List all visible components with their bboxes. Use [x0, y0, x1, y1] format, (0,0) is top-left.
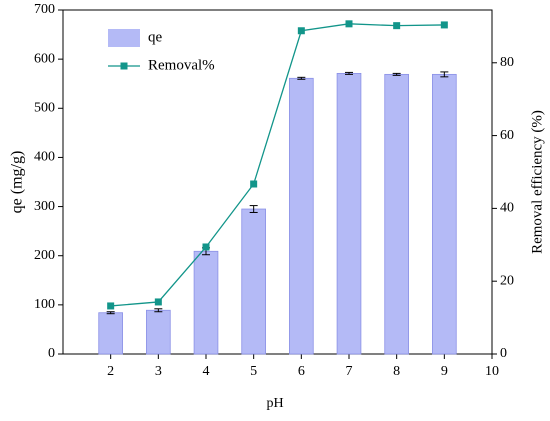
x-axis-label: pH [266, 396, 283, 411]
legend-swatch [108, 29, 140, 47]
x-tick-label: 6 [298, 364, 305, 379]
bar [241, 208, 266, 355]
marker [107, 302, 115, 310]
y2-tick-label: 20 [500, 273, 514, 288]
bar [336, 72, 362, 355]
y-tick-label: 300 [34, 199, 55, 214]
marker [250, 180, 258, 188]
marker [393, 22, 401, 30]
y-tick-label: 200 [34, 248, 55, 263]
x-tick-label: 5 [250, 364, 257, 379]
error-bar [154, 308, 163, 313]
x-tick-label: 10 [485, 364, 499, 379]
bar [384, 73, 409, 355]
y-tick-label: 0 [48, 346, 55, 361]
bar [193, 250, 219, 355]
error-bar [249, 205, 258, 213]
y-tick-label: 700 [34, 2, 55, 17]
y-tick-label: 400 [34, 150, 55, 165]
error-bar [440, 71, 449, 78]
x-tick-label: 7 [346, 364, 353, 379]
y2-tick-label: 0 [500, 346, 507, 361]
legend-label: Removal% [148, 57, 215, 73]
line [110, 23, 445, 307]
marker [297, 27, 305, 35]
y-tick-label: 600 [34, 51, 55, 66]
marker [154, 298, 162, 306]
bar [98, 312, 123, 355]
error-bar [392, 72, 401, 76]
y2-tick-label: 60 [500, 128, 514, 143]
x-tick-label: 8 [393, 364, 400, 379]
plot-frame [62, 9, 493, 355]
marker [202, 243, 210, 251]
error-bar [345, 71, 353, 75]
bar [432, 73, 457, 355]
y-axis-label: qe (mg/g) [9, 151, 26, 214]
bar [146, 309, 171, 355]
y2-tick-label: 40 [500, 201, 514, 216]
marker [345, 20, 353, 28]
bar [289, 77, 314, 355]
x-tick-label: 3 [155, 364, 162, 379]
y-tick-label: 100 [34, 297, 55, 312]
x-tick-label: 2 [107, 364, 114, 379]
x-tick-label: 4 [203, 364, 210, 379]
y2-tick-label: 80 [500, 55, 514, 70]
error-bar [297, 76, 306, 80]
marker [440, 21, 448, 29]
y-tick-label: 500 [34, 101, 55, 116]
error-bar [106, 311, 115, 315]
legend-marker [120, 62, 128, 70]
legend-label: qe [148, 29, 163, 45]
x-tick-label: 9 [441, 364, 448, 379]
y2-axis-label: Removal efficiency (%) [529, 110, 545, 254]
